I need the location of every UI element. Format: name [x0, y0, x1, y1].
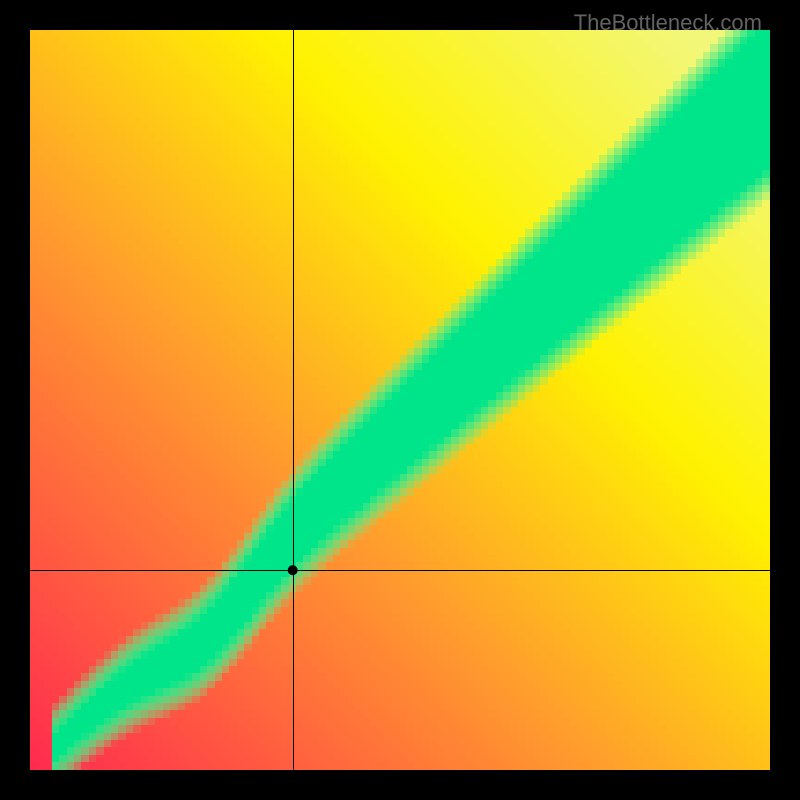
- bottleneck-heatmap: [30, 30, 770, 770]
- watermark-text: TheBottleneck.com: [574, 10, 762, 36]
- chart-container: { "type": "heatmap", "watermark": { "tex…: [0, 0, 800, 800]
